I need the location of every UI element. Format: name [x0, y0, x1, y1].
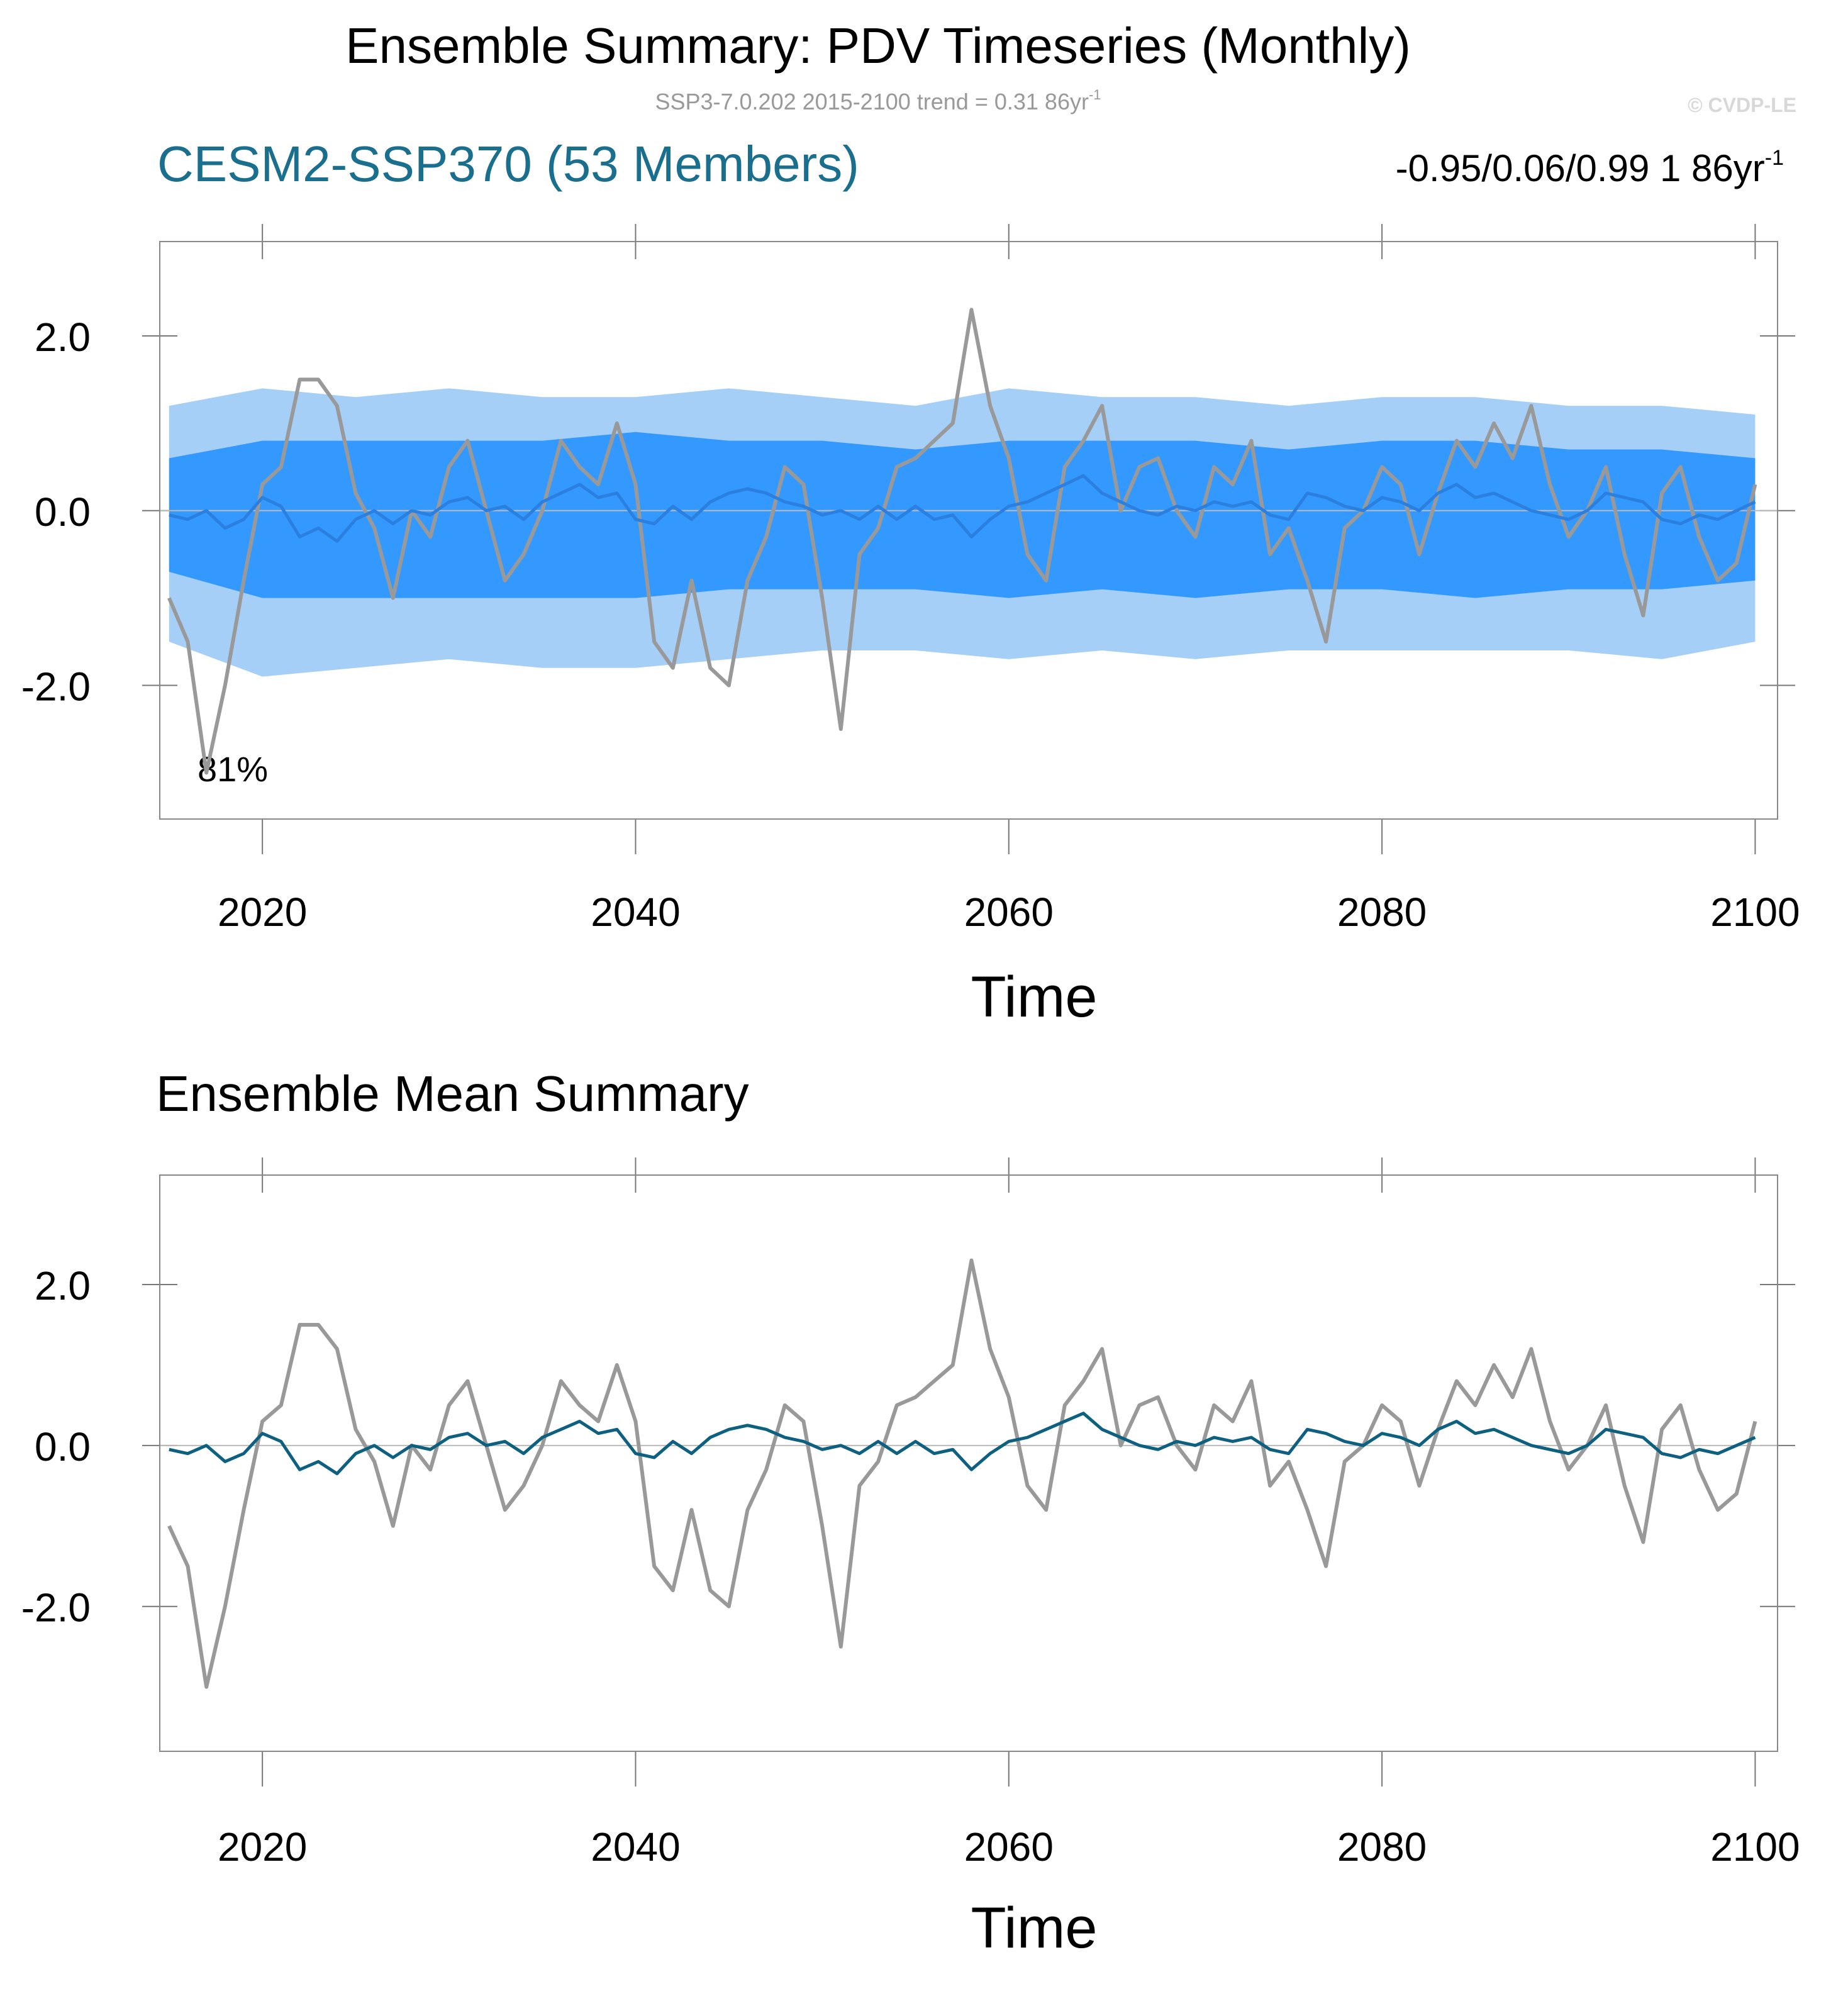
chart-title: Ensemble Summary: PDV Timeseries (Monthl…: [345, 18, 1411, 74]
left-title: CESM2-SSP370 (53 Members): [157, 136, 859, 192]
title-text: Ensemble Summary: PDV Timeseries (Monthl…: [345, 18, 1411, 74]
subtitle-text: SSP3-7.0.202 2015-2100 trend = 0.31 86yr: [655, 89, 1089, 114]
x-tick-label: 2080: [1337, 889, 1427, 935]
band: [169, 432, 1756, 598]
x-tick-label: 2040: [591, 1824, 680, 1870]
series-line: [167, 308, 1757, 775]
y-tick-label: -2.0: [21, 664, 91, 710]
credit: © CVDP-LE: [1688, 94, 1796, 116]
x-tick-label: 2060: [964, 1824, 1054, 1870]
series-line: [169, 1412, 1756, 1476]
x-tick-label: 2020: [218, 1824, 307, 1870]
y-tick-label: -2.0: [21, 1585, 91, 1631]
stats-text: -0.95/0.06/0.99 1 86yr: [1396, 147, 1765, 189]
y-tick-label: 0.0: [35, 489, 91, 535]
panel-title-text: Ensemble Mean Summary: [156, 1066, 749, 1122]
plot-frame: [159, 1174, 1778, 1752]
y-tick-label: 2.0: [35, 315, 91, 360]
x-tick-label: 2020: [218, 889, 307, 935]
panel-title: Ensemble Mean Summary: [156, 1066, 749, 1122]
x-axis-label: Time: [971, 965, 1097, 1029]
x-axis-label: Time: [971, 1896, 1097, 1960]
y-tick-label: 0.0: [35, 1424, 91, 1469]
stats: -0.95/0.06/0.99 1 86yr-1: [1396, 146, 1784, 189]
left-title-text: CESM2-SSP370 (53 Members): [157, 136, 859, 192]
x-tick-label: 2060: [964, 889, 1054, 935]
subtitle: SSP3-7.0.202 2015-2100 trend = 0.31 86yr…: [655, 87, 1101, 114]
credit-text: © CVDP-LE: [1688, 94, 1796, 116]
x-tick-label: 2100: [1710, 1824, 1800, 1870]
series-line: [167, 1258, 1757, 1689]
series-line: [169, 474, 1756, 543]
x-tick-label: 2040: [591, 889, 680, 935]
x-tick-label: 2080: [1337, 1824, 1427, 1870]
x-tick-label: 2100: [1710, 889, 1800, 935]
plot-frame: [159, 241, 1778, 820]
y-tick-label: 2.0: [35, 1263, 91, 1308]
stats-superscript: -1: [1765, 146, 1784, 170]
subtitle-superscript: -1: [1089, 87, 1101, 103]
